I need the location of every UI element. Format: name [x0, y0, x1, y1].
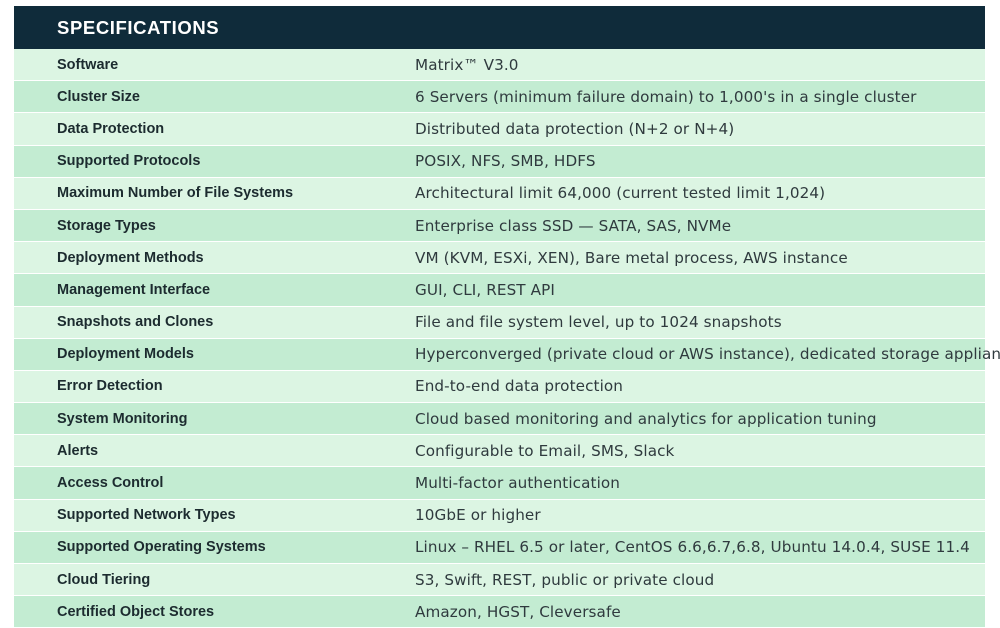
spec-value: S3, Swift, REST, public or private cloud — [415, 563, 985, 597]
spec-value: Matrix™ V3.0 — [415, 49, 985, 82]
table-row: Snapshots and Clones File and file syste… — [14, 306, 985, 339]
table-row: Software Matrix™ V3.0 — [14, 49, 985, 82]
spec-label: Error Detection — [14, 370, 415, 404]
spec-value: Distributed data protection (N+2 or N+4) — [415, 112, 985, 146]
spec-value: Hyperconverged (private cloud or AWS ins… — [415, 338, 1000, 371]
table-row: System Monitoring Cloud based monitoring… — [14, 402, 985, 436]
table-row: Data Protection Distributed data protect… — [14, 112, 985, 146]
spec-label: Storage Types — [14, 209, 415, 243]
spec-value: Configurable to Email, SMS, Slack — [415, 434, 985, 468]
spec-label: Snapshots and Clones — [14, 306, 415, 339]
spec-label: Software — [14, 49, 415, 82]
spec-value: End-to-end data protection — [415, 370, 985, 404]
table-row: Supported Operating Systems Linux – RHEL… — [14, 531, 985, 565]
table-row: Storage Types Enterprise class SSD — SAT… — [14, 209, 985, 243]
table-row: Access Control Multi-factor authenticati… — [14, 466, 985, 500]
table-row: Cluster Size 6 Servers (minimum failure … — [14, 80, 985, 114]
table-row: Supported Protocols POSIX, NFS, SMB, HDF… — [14, 145, 985, 178]
spec-value: Linux – RHEL 6.5 or later, CentOS 6.6,6.… — [415, 531, 985, 565]
spec-label: System Monitoring — [14, 402, 415, 436]
spec-label: Alerts — [14, 434, 415, 468]
spec-value: Multi-factor authentication — [415, 466, 985, 500]
spec-value: POSIX, NFS, SMB, HDFS — [415, 145, 985, 178]
spec-label: Supported Operating Systems — [14, 531, 415, 565]
specifications-table: Software Matrix™ V3.0 Cluster Size 6 Ser… — [14, 49, 1000, 628]
table-row: Supported Network Types 10GbE or higher — [14, 499, 985, 532]
spec-label: Supported Network Types — [14, 499, 415, 532]
table-row: Alerts Configurable to Email, SMS, Slack — [14, 434, 985, 468]
spec-label: Supported Protocols — [14, 145, 415, 178]
table-row: Maximum Number of File Systems Architect… — [14, 177, 985, 210]
spec-label: Deployment Methods — [14, 241, 415, 275]
table-row: Deployment Methods VM (KVM, ESXi, XEN), … — [14, 241, 985, 275]
spec-value: Enterprise class SSD — SATA, SAS, NVMe — [415, 209, 985, 243]
spec-label: Data Protection — [14, 112, 415, 146]
spec-label: Management Interface — [14, 273, 415, 307]
table-row: Management Interface GUI, CLI, REST API — [14, 273, 985, 307]
spec-label: Cluster Size — [14, 80, 415, 114]
spec-value: GUI, CLI, REST API — [415, 273, 985, 307]
spec-value: Cloud based monitoring and analytics for… — [415, 402, 985, 436]
page-title: SPECIFICATIONS — [57, 16, 220, 38]
table-row: Cloud Tiering S3, Swift, REST, public or… — [14, 563, 985, 597]
spec-label: Cloud Tiering — [14, 563, 415, 597]
spec-value: 10GbE or higher — [415, 499, 985, 532]
spec-value: 6 Servers (minimum failure domain) to 1,… — [415, 80, 985, 114]
spec-label: Deployment Models — [14, 338, 415, 371]
table-row: Certified Object Stores Amazon, HGST, Cl… — [14, 595, 985, 628]
spec-value: VM (KVM, ESXi, XEN), Bare metal process,… — [415, 241, 985, 275]
spec-label: Maximum Number of File Systems — [14, 177, 415, 210]
spec-value: Amazon, HGST, Cleversafe — [415, 595, 985, 628]
table-row: Error Detection End-to-end data protecti… — [14, 370, 985, 404]
spec-value: File and file system level, up to 1024 s… — [415, 306, 985, 339]
spec-label: Access Control — [14, 466, 415, 500]
spec-value: Architectural limit 64,000 (current test… — [415, 177, 985, 210]
spec-label: Certified Object Stores — [14, 595, 415, 628]
specifications-header: SPECIFICATIONS — [14, 6, 985, 49]
specifications-sheet: SPECIFICATIONS Software Matrix™ V3.0 Clu… — [14, 6, 1000, 628]
table-row: Deployment Models Hyperconverged (privat… — [14, 338, 1000, 371]
